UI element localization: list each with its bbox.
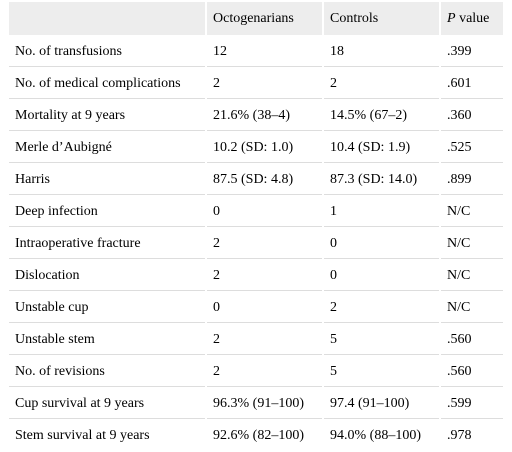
p-symbol: P bbox=[447, 10, 456, 26]
table-body: No. of transfusions 12 18.399 No. of medica… bbox=[9, 37, 503, 450]
table-row: Deep infection 0 1 N/C bbox=[9, 197, 503, 227]
controls-value-cell: 18 bbox=[324, 37, 439, 67]
row-label-cell: Unstable stem bbox=[9, 325, 205, 355]
p-value-cell: N/C bbox=[441, 197, 503, 227]
p-value-suffix: value bbox=[455, 10, 490, 26]
header-row: Octogenarians Controls P value bbox=[9, 2, 503, 35]
controls-value-cell: 2 bbox=[324, 293, 439, 323]
row-label-cell: Harris bbox=[9, 165, 205, 195]
p-value-cell: .599 bbox=[441, 389, 503, 419]
p-value-cell: .601 bbox=[441, 69, 503, 99]
octogenarians-value-cell: 2 bbox=[207, 261, 322, 291]
p-value-cell: .560 bbox=[441, 325, 503, 355]
row-label-cell: Intraoperative fracture bbox=[9, 229, 205, 259]
controls-value-cell: 87.3 (SD: 14.0) bbox=[324, 165, 439, 195]
p-value-cell: .525 bbox=[441, 133, 503, 163]
p-value-cell: N/C bbox=[441, 229, 503, 259]
row-label-cell: Stem survival at 9 years bbox=[9, 421, 205, 450]
controls-value-cell: 5 bbox=[324, 357, 439, 387]
controls-value-cell: 94.0% (88–100) bbox=[324, 421, 439, 450]
controls-value-cell: 1 bbox=[324, 197, 439, 227]
p-value-cell: N/C bbox=[441, 261, 503, 291]
table-row: No. of transfusions 12 18.399 bbox=[9, 37, 503, 67]
page: Octogenarians Controls P value No. of tr… bbox=[9, 2, 503, 443]
table-row: No. of medical complications 2 2.601 bbox=[9, 69, 503, 99]
controls-value-cell: 2 bbox=[324, 69, 439, 99]
controls-value-cell: 14.5% (67–2) bbox=[324, 101, 439, 131]
header-cell-octogenarians: Octogenarians bbox=[207, 2, 322, 35]
p-value-cell: .360 bbox=[441, 101, 503, 131]
controls-value-cell: 97.4 (91–100) bbox=[324, 389, 439, 419]
header-cell-controls: Controls bbox=[324, 2, 439, 35]
octogenarians-value-cell: 0 bbox=[207, 197, 322, 227]
p-value-cell: .899 bbox=[441, 165, 503, 195]
octogenarians-value-cell: 2 bbox=[207, 357, 322, 387]
header-cell-empty bbox=[9, 2, 205, 35]
octogenarians-value-cell: 2 bbox=[207, 69, 322, 99]
table-row: Cup survival at 9 years 96.3% (91–100) 97.… bbox=[9, 389, 503, 419]
octogenarians-value-cell: 2 bbox=[207, 229, 322, 259]
controls-value-cell: 0 bbox=[324, 261, 439, 291]
table-row: Merle d’Aubigné 10.2 (SD: 1.0) 10.4 (SD: 1… bbox=[9, 133, 503, 163]
p-value-cell: .560 bbox=[441, 357, 503, 387]
table-row: Dislocation 2 0 N/C bbox=[9, 261, 503, 291]
octogenarians-value-cell: 87.5 (SD: 4.8) bbox=[207, 165, 322, 195]
row-label-cell: Deep infection bbox=[9, 197, 205, 227]
row-label-cell: Cup survival at 9 years bbox=[9, 389, 205, 419]
table-row: Unstable stem 2 5.560 bbox=[9, 325, 503, 355]
table-row: Intraoperative fracture 2 0 N/C bbox=[9, 229, 503, 259]
table-row: Stem survival at 9 years 92.6% (82–100) 94… bbox=[9, 421, 503, 450]
controls-value-cell: 0 bbox=[324, 229, 439, 259]
row-label-cell: No. of medical complications bbox=[9, 69, 205, 99]
table-row: No. of revisions 2 5.560 bbox=[9, 357, 503, 387]
p-value-cell: .399 bbox=[441, 37, 503, 67]
p-value-cell: N/C bbox=[441, 293, 503, 323]
table-header: Octogenarians Controls P value bbox=[9, 2, 503, 35]
octogenarians-value-cell: 10.2 (SD: 1.0) bbox=[207, 133, 322, 163]
octogenarians-value-cell: 92.6% (82–100) bbox=[207, 421, 322, 450]
octogenarians-value-cell: 2 bbox=[207, 325, 322, 355]
row-label-cell: No. of transfusions bbox=[9, 37, 205, 67]
row-label-cell: Unstable cup bbox=[9, 293, 205, 323]
controls-value-cell: 10.4 (SD: 1.9) bbox=[324, 133, 439, 163]
row-label-cell: Dislocation bbox=[9, 261, 205, 291]
table-row: Harris 87.5 (SD: 4.8) 87.3 (SD: 14.0) .899 bbox=[9, 165, 503, 195]
octogenarians-value-cell: 96.3% (91–100) bbox=[207, 389, 322, 419]
controls-value-cell: 5 bbox=[324, 325, 439, 355]
row-label-cell: Mortality at 9 years bbox=[9, 101, 205, 131]
octogenarians-value-cell: 0 bbox=[207, 293, 322, 323]
header-cell-p-value: P value bbox=[441, 2, 503, 35]
p-value-cell: .978 bbox=[441, 421, 503, 450]
row-label-cell: Merle d’Aubigné bbox=[9, 133, 205, 163]
row-label-cell: No. of revisions bbox=[9, 357, 205, 387]
table-row: Mortality at 9 years 21.6% (38–4) 14.5% (6… bbox=[9, 101, 503, 131]
octogenarians-value-cell: 12 bbox=[207, 37, 322, 67]
octogenarians-value-cell: 21.6% (38–4) bbox=[207, 101, 322, 131]
table-row: Unstable cup 0 2 N/C bbox=[9, 293, 503, 323]
results-table: Octogenarians Controls P value No. of tr… bbox=[7, 0, 505, 452]
